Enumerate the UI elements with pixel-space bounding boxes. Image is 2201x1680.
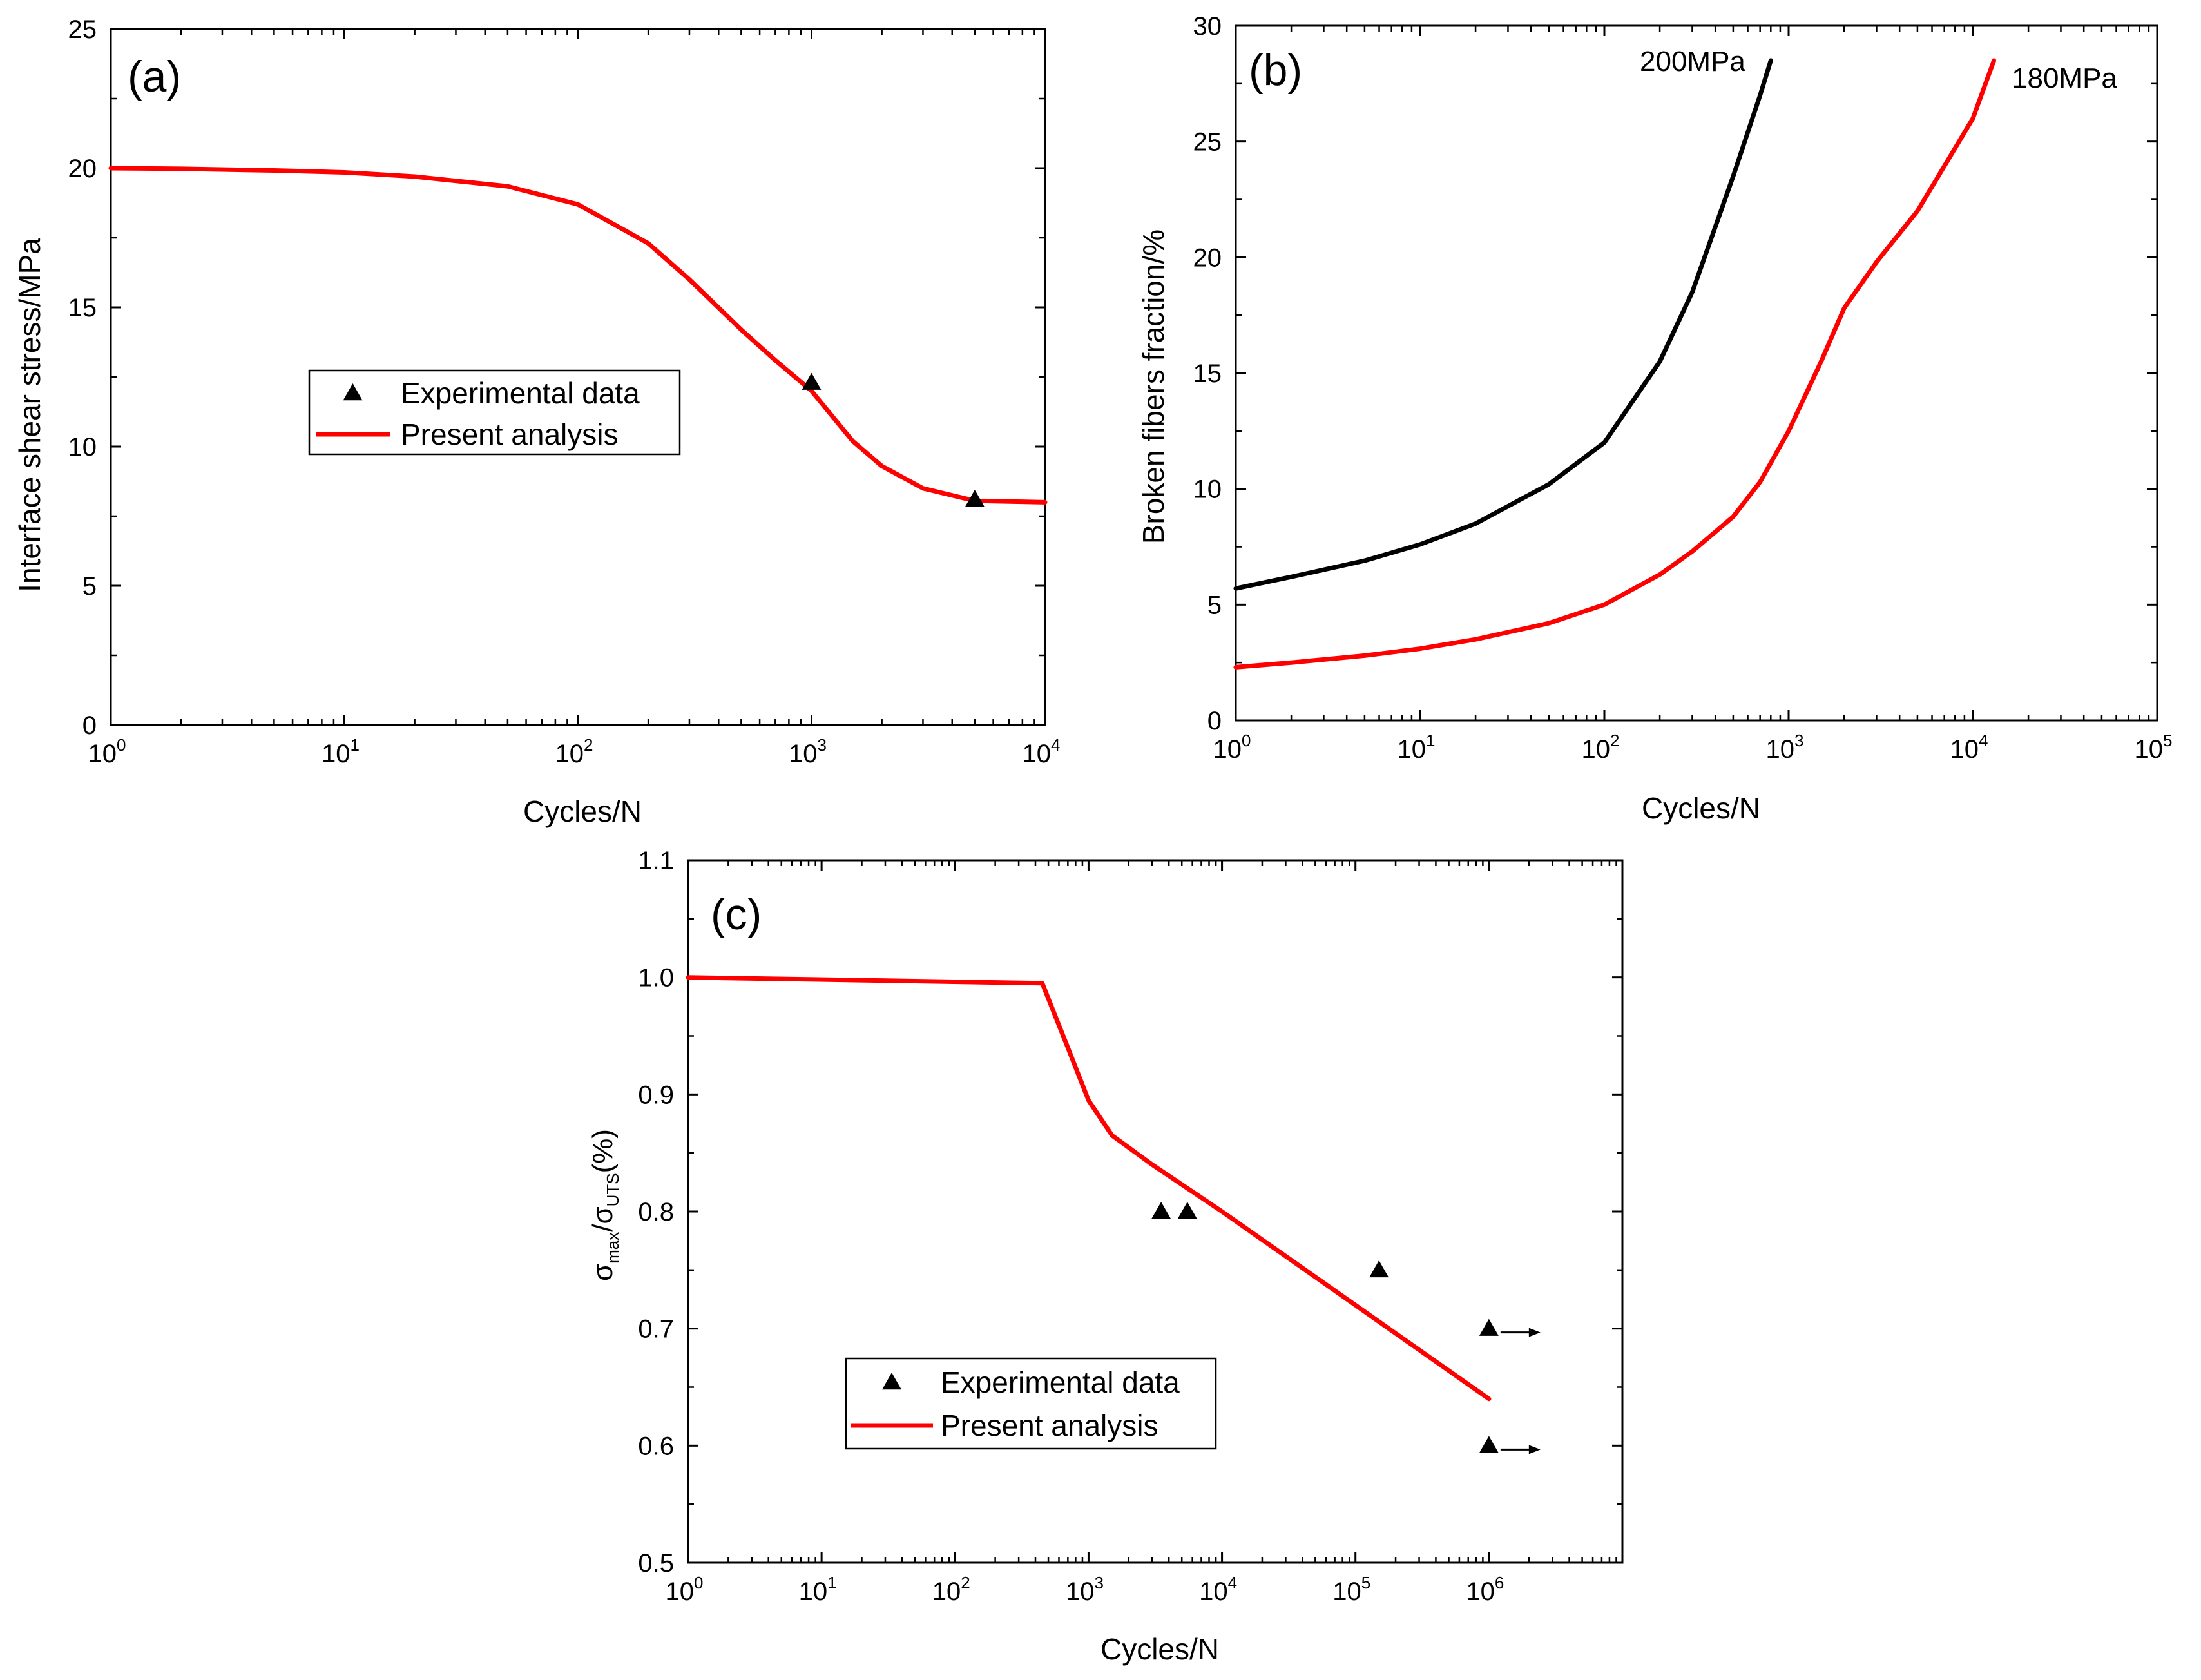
legend-label: Experimental data [401, 376, 640, 410]
panel-a-y-axis-label: Interface shear stress/MPa [13, 238, 46, 592]
x-tick-label: 105 [2135, 731, 2173, 764]
y-tick-label: 5 [82, 572, 97, 601]
y-tick-label: 0.7 [638, 1315, 674, 1344]
y-tick-label: 10 [1193, 476, 1222, 504]
experimental-data-point [1369, 1260, 1389, 1278]
x-tick-label: 103 [1766, 731, 1804, 764]
y-tick-label: 5 [1207, 591, 1222, 619]
series-line-200mpa [1233, 58, 1773, 591]
x-tick-label: 101 [1398, 731, 1436, 764]
panel-a-chart: 100 101 102 103 104 0 5 10 15 20 25 Experimental d… [13, 15, 1060, 828]
panel-c-label: (c) [711, 890, 762, 939]
series-line-180mpa [1233, 58, 1997, 670]
y-tick-label: 30 [1193, 12, 1222, 41]
runout-arrow-head [1528, 1445, 1541, 1454]
curve-label-200mpa: 200MPa [1640, 46, 1745, 77]
legend-marker-triangle [882, 1373, 901, 1390]
panel-c-x-axis-label: Cycles/N [1100, 1632, 1219, 1666]
x-tick-label: 102 [555, 735, 593, 768]
legend-label: Experimental data [941, 1366, 1180, 1399]
x-tick-label: 100 [88, 735, 126, 768]
panel-b-x-axis-label: Cycles/N [1642, 791, 1760, 825]
x-tick-label: 103 [1066, 1573, 1104, 1606]
y-tick-label: 0.8 [638, 1198, 674, 1226]
y-tick-label: 25 [68, 15, 97, 44]
series-line-present-analysis [686, 975, 1492, 1402]
experimental-data-point [1151, 1202, 1171, 1219]
x-tick-label: 104 [1199, 1573, 1237, 1606]
x-tick-label: 106 [1466, 1573, 1504, 1606]
panel-a-label: (a) [128, 52, 181, 101]
y-tick-label: 0.9 [638, 1081, 674, 1109]
experimental-data-point [1479, 1318, 1499, 1336]
legend-box [845, 1357, 1217, 1450]
y-tick-label: 15 [68, 294, 97, 322]
y-tick-label: 1.1 [638, 847, 674, 875]
y-tick-label: 25 [1193, 128, 1222, 157]
x-tick-label: 104 [1950, 731, 1988, 764]
legend-label: Present analysis [401, 418, 619, 451]
y-tick-label: 1.0 [638, 964, 674, 992]
panel-b-chart: 100 101 102 103 104 105 0 5 10 15 20 25 30 (b) Cycle… [1137, 12, 2172, 825]
legend-box [308, 369, 681, 456]
panel-a-x-axis-label: Cycles/N [523, 795, 642, 828]
x-tick-label: 101 [322, 735, 360, 768]
x-tick-label: 104 [1023, 735, 1061, 768]
x-tick-label: 100 [1213, 731, 1251, 764]
panel-c-y-axis-label: σmax/σUTS(%) [587, 1129, 622, 1281]
x-tick-label: 105 [1332, 1573, 1370, 1606]
y-tick-label: 0.5 [638, 1549, 674, 1578]
x-tick-label: 101 [799, 1573, 837, 1606]
panel-b-y-axis-label: Broken fibers fraction/% [1137, 229, 1170, 544]
x-tick-label: 103 [789, 735, 827, 768]
y-tick-label: 0.6 [638, 1432, 674, 1460]
legend-marker-triangle [343, 383, 363, 401]
x-tick-label: 102 [1582, 731, 1620, 764]
legend-label: Present analysis [941, 1409, 1158, 1442]
x-tick-label: 102 [932, 1573, 970, 1606]
series-line-present-analysis [108, 166, 1048, 505]
y-tick-label: 20 [1193, 244, 1222, 272]
y-tick-label: 0 [82, 711, 97, 740]
y-tick-label: 20 [68, 155, 97, 183]
y-tick-label: 0 [1207, 707, 1222, 735]
curve-label-180mpa: 180MPa [2012, 63, 2117, 94]
y-tick-label: 15 [1193, 360, 1222, 388]
experimental-data-point [1177, 1202, 1197, 1219]
experimental-data-point [802, 372, 822, 390]
experimental-data-point [1479, 1436, 1499, 1453]
panel-c-chart: 100 101 102 103 104 105 106 0.5 0.6 0.7 0.8 0.9 1.0 1… [587, 847, 1624, 1666]
experimental-data-point [965, 490, 985, 507]
runout-arrow-head [1528, 1328, 1541, 1337]
svg-text:σmax/σUTS(%): σmax/σUTS(%) [587, 1129, 622, 1281]
y-tick-label: 10 [68, 433, 97, 461]
panel-b-label: (b) [1249, 46, 1302, 95]
x-tick-label: 100 [666, 1573, 704, 1606]
